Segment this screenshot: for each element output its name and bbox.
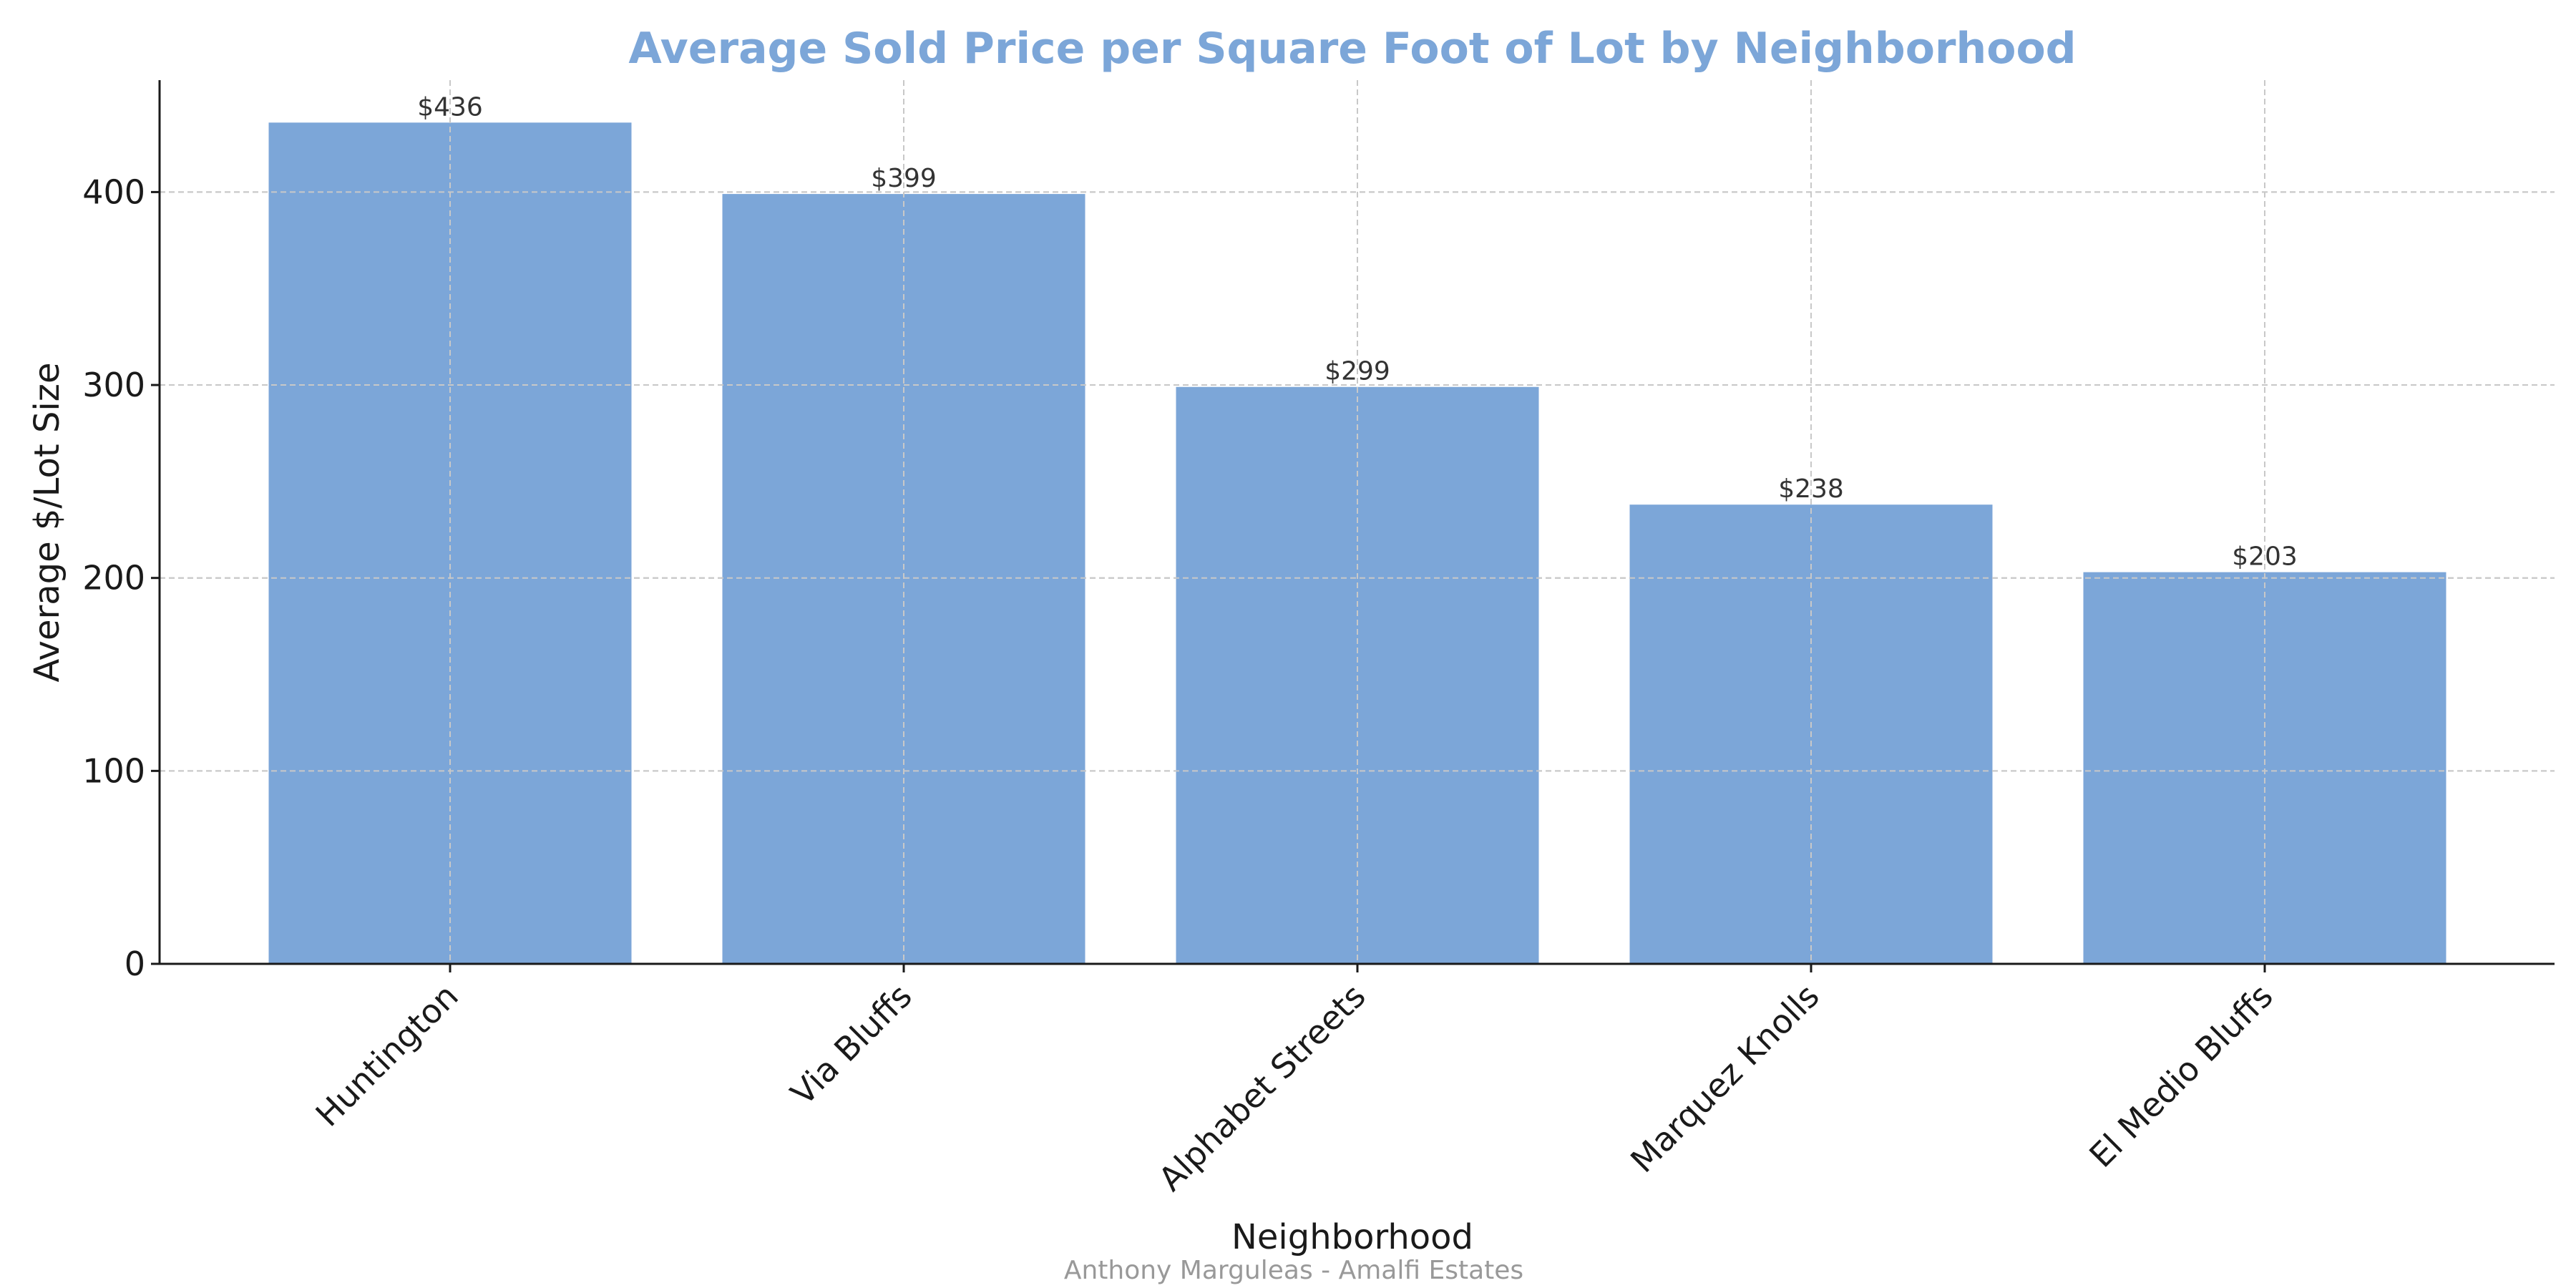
y-axis-label: Average $/Lot Size xyxy=(27,363,67,683)
y-tick-label: 100 xyxy=(82,751,145,790)
bars xyxy=(268,122,2446,965)
x-axis-label: Neighborhood xyxy=(1231,1217,1473,1257)
x-tick-label: Marquez Knolls xyxy=(1623,977,1827,1181)
value-labels: $436$399$299$238$203 xyxy=(160,80,2555,964)
bar-value-label: $436 xyxy=(417,92,483,122)
x-tick-label: Alphabet Streets xyxy=(1151,977,1373,1199)
x-tick-label: El Medio Bluffs xyxy=(2082,977,2280,1175)
x-tick-label: Via Bluffs xyxy=(783,977,919,1113)
y-tick-label: 0 xyxy=(125,945,145,983)
bar xyxy=(268,122,632,965)
y-tick-label: 400 xyxy=(82,172,145,211)
y-tick-labels: 0 100 200 300 400 xyxy=(82,172,145,983)
bar xyxy=(2083,572,2446,964)
footer-credit: Anthony Marguleas - Amalfi Estates xyxy=(1064,1256,1523,1285)
x-tick-label: Huntington xyxy=(308,977,466,1134)
axes xyxy=(151,80,2555,972)
x-tick-labels: Huntington Via Bluffs Alphabet Streets Marq… xyxy=(308,977,2280,1199)
y-tick-label: 300 xyxy=(82,366,145,404)
chart-title: Average Sold Price per Square Foot of Lo… xyxy=(628,24,2076,74)
y-tick-label: 200 xyxy=(82,559,145,597)
